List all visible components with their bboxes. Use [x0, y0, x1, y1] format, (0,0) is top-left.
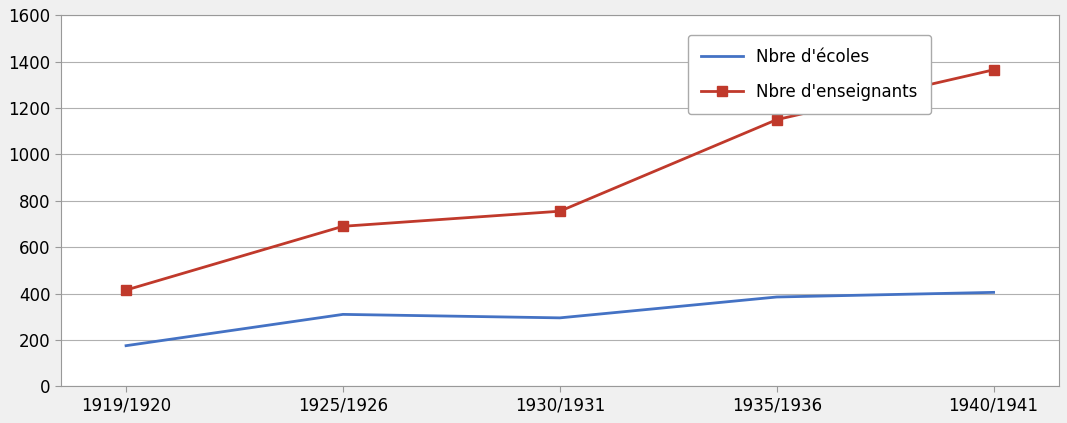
- Line: Nbre d'écoles: Nbre d'écoles: [126, 292, 993, 346]
- Nbre d'enseignants: [554, 209, 567, 214]
- Nbre d'écoles: [554, 315, 567, 320]
- Nbre d'enseignants: [770, 117, 783, 122]
- Nbre d'enseignants: [120, 288, 132, 293]
- Nbre d'enseignants: [336, 224, 349, 229]
- Nbre d'écoles: [770, 294, 783, 299]
- Legend: Nbre d'écoles, Nbre d'enseignants: Nbre d'écoles, Nbre d'enseignants: [688, 35, 930, 114]
- Nbre d'écoles: [987, 290, 1000, 295]
- Nbre d'écoles: [336, 312, 349, 317]
- Nbre d'écoles: [120, 343, 132, 348]
- Nbre d'enseignants: [987, 67, 1000, 72]
- Line: Nbre d'enseignants: Nbre d'enseignants: [122, 65, 999, 295]
